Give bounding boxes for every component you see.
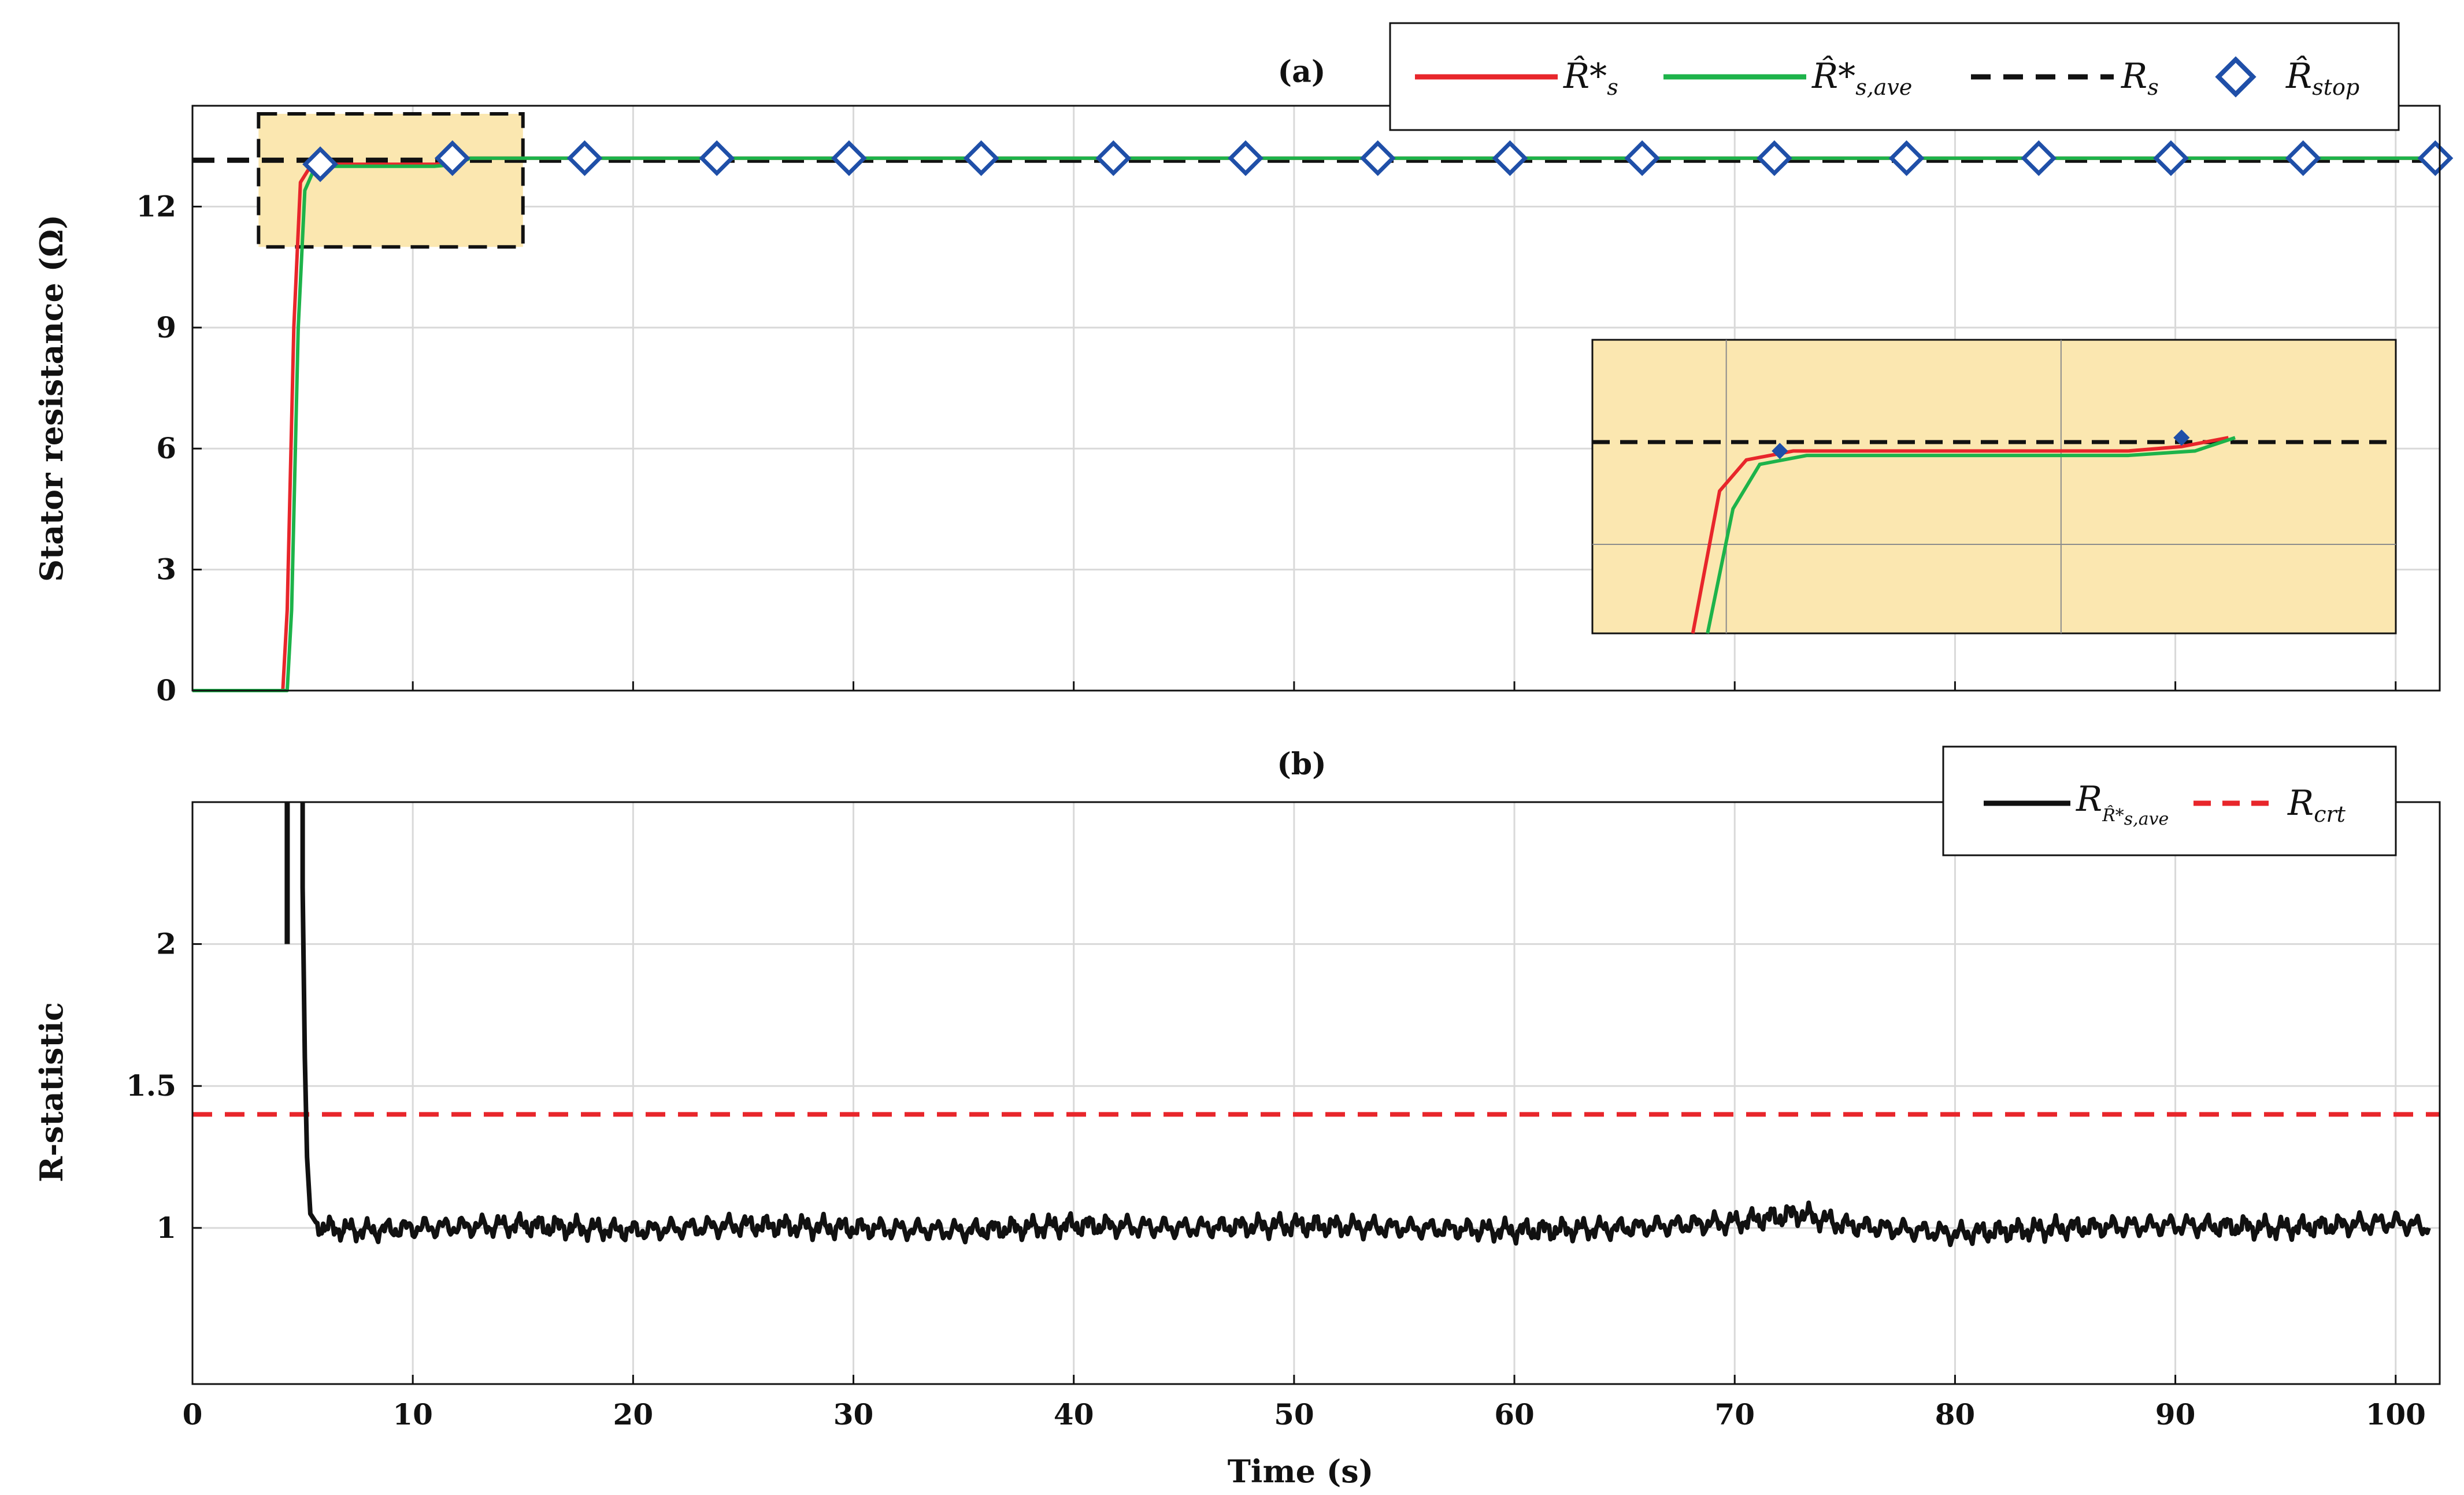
panel-a-ticks: 0 3 6 9 12 xyxy=(136,189,2397,707)
y-tick-label: 6 xyxy=(156,431,176,465)
x-tick-label: 0 xyxy=(183,1397,203,1431)
inset-line-average xyxy=(1706,436,2236,634)
legend-rstat-subsub: s,ave xyxy=(2124,809,2169,829)
legend-average-main: R̂* xyxy=(1811,55,1855,97)
y-tick-label: 1 xyxy=(156,1211,176,1245)
panel-b-legend: RR̂*s,ave Rcrt xyxy=(1942,745,2397,856)
panel-b-grid xyxy=(191,802,2440,1384)
panel-b-series xyxy=(192,802,2440,1248)
x-tick-label: 20 xyxy=(613,1397,654,1431)
panel-b-ylabel: R-statistic xyxy=(33,1002,70,1182)
legend-estimate-main: R̂* xyxy=(1563,55,1607,97)
x-tick-label: 70 xyxy=(1714,1397,1755,1431)
legend-true-main: R xyxy=(2121,56,2147,97)
legend-rstat-sub: R̂* xyxy=(2102,806,2124,826)
legend-label-stop: R̂stop xyxy=(2285,55,2359,100)
stop-marker xyxy=(1888,140,1925,176)
stop-marker xyxy=(1228,140,1264,176)
inset-stop-marker xyxy=(2173,429,2190,446)
inset-box xyxy=(1591,339,2397,635)
y-tick-label: 1.5 xyxy=(126,1069,176,1103)
x-tick-label: 90 xyxy=(2155,1397,2196,1431)
panel-a-stop-markers xyxy=(302,140,2454,183)
stop-marker xyxy=(302,146,339,183)
x-tick-label: 30 xyxy=(833,1397,874,1431)
x-tick-label: 40 xyxy=(1054,1397,1094,1431)
y-tick-label: 12 xyxy=(136,189,176,223)
panel-a-legend-box xyxy=(1389,22,2400,131)
y-tick-label: 2 xyxy=(156,927,176,961)
stop-marker xyxy=(1095,140,1132,176)
x-tick-label: 60 xyxy=(1494,1397,1535,1431)
stop-marker xyxy=(2417,140,2454,176)
panel-a-ylabel: Stator resistance (Ω) xyxy=(33,214,70,582)
series-line-rstat xyxy=(300,802,2431,1248)
y-tick-label: 3 xyxy=(156,552,176,587)
x-tick-label: 10 xyxy=(392,1397,433,1431)
stop-marker xyxy=(2153,140,2189,176)
y-tick-label: 9 xyxy=(156,310,176,344)
x-tick-label: 80 xyxy=(1935,1397,1976,1431)
panel-b: (b) 0 10 20 30 40 50 60 70 80 90 100 1 1.5 2 R-statis… xyxy=(33,745,2441,1490)
stop-marker xyxy=(699,140,735,176)
panel-b-title: (b) xyxy=(1277,747,1327,782)
stop-marker xyxy=(1624,140,1661,176)
legend-stop-main: R̂ xyxy=(2285,55,2312,97)
legend-true-sub: s xyxy=(2147,75,2159,100)
stop-marker xyxy=(2021,140,2057,176)
legend-label-rcrt: Rcrt xyxy=(2287,783,2346,827)
legend-swatch-stop xyxy=(2215,56,2256,98)
legend-stop-sub: stop xyxy=(2312,75,2359,100)
legend-rstat-main: R xyxy=(2076,779,2102,819)
legend-average-sub: s,ave xyxy=(1855,75,1912,100)
stop-marker xyxy=(963,140,999,176)
panel-a-title: (a) xyxy=(1278,54,1326,90)
x-tick-label: 100 xyxy=(2366,1397,2426,1431)
stop-marker xyxy=(1492,140,1528,176)
legend-rcrt-main: R xyxy=(2287,783,2314,823)
legend-label-rstat: RR̂*s,ave xyxy=(2076,779,2169,829)
stop-marker xyxy=(1756,140,1792,176)
legend-label-estimate: R̂*s xyxy=(1563,55,1618,100)
legend-estimate-sub: s xyxy=(1607,75,1618,100)
legend-rcrt-sub: crt xyxy=(2314,802,2346,827)
x-tick-label: 50 xyxy=(1274,1397,1314,1431)
inset-stop-marker xyxy=(1772,443,1788,459)
stop-marker xyxy=(1359,140,1396,176)
y-tick-label: 0 xyxy=(156,673,176,707)
stop-marker xyxy=(2285,140,2321,176)
panel-a-inset xyxy=(1591,339,2397,635)
panel-b-xlabel: Time (s) xyxy=(1228,1453,1374,1490)
panel-b-plot-area xyxy=(192,802,2440,1384)
legend-label-average: R̂*s,ave xyxy=(1811,55,1912,100)
inset-line-estimate xyxy=(1691,436,2229,634)
panel-a-legend: R̂*s R̂*s,ave Rs R̂stop xyxy=(1389,22,2400,131)
panel-a-axes-box xyxy=(191,105,2441,692)
stop-marker xyxy=(831,140,867,176)
panel-b-axes-box xyxy=(191,801,2441,1385)
panel-b-ticks: 0 10 20 30 40 50 60 70 80 90 100 1 1.5 2 xyxy=(126,927,2426,1431)
legend-label-true: Rs xyxy=(2121,56,2159,100)
stop-marker xyxy=(434,140,470,176)
stop-marker xyxy=(566,140,603,176)
